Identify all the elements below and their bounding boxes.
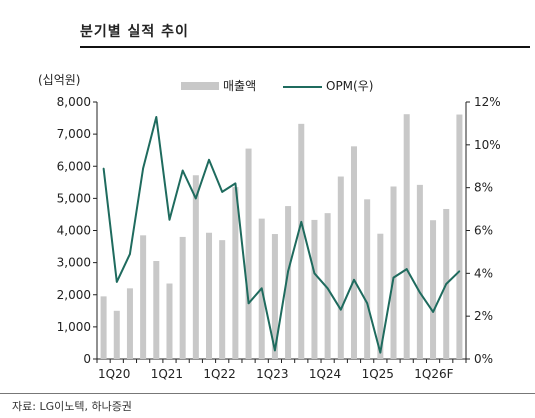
- bar: [271, 234, 278, 359]
- bar: [324, 213, 331, 359]
- left-axis-tick-label: 5,000: [57, 191, 91, 205]
- opm-point: [379, 351, 382, 354]
- x-axis-tick-label: 1Q22: [203, 367, 235, 381]
- right-axis-tick-label: 0%: [474, 352, 493, 366]
- right-axis-tick-label: 8%: [474, 181, 493, 195]
- opm-point: [234, 182, 237, 185]
- right-axis-tick-label: 4%: [474, 266, 493, 280]
- legend-bar-label: 매출액: [223, 79, 256, 93]
- opm-point: [208, 159, 210, 161]
- left-axis-tick-label: 2,000: [57, 288, 91, 302]
- opm-point: [392, 276, 395, 279]
- opm-point: [405, 268, 408, 270]
- left-axis-tick-label: 4,000: [57, 224, 91, 238]
- left-axis-tick-label: 0: [83, 352, 91, 366]
- source-note: 자료: LG이노텍, 하나증권: [12, 400, 132, 413]
- opm-point: [195, 197, 197, 200]
- left-axis-tick-label: 8,000: [57, 95, 91, 109]
- opm-point: [340, 308, 342, 311]
- opm-point: [168, 218, 171, 221]
- opm-point: [155, 116, 158, 118]
- bar: [350, 146, 357, 359]
- opm-point: [115, 281, 118, 283]
- bar: [364, 199, 371, 359]
- opm-point: [313, 272, 316, 275]
- bar: [298, 123, 305, 359]
- opm-point: [353, 278, 355, 281]
- opm-point: [326, 287, 329, 290]
- opm-point: [445, 283, 448, 285]
- bar: [206, 232, 213, 359]
- legend-bar-swatch: [181, 82, 219, 90]
- line-series: [102, 116, 461, 354]
- bar: [285, 206, 292, 359]
- chart-title: 분기별 실적 추이: [80, 24, 189, 40]
- bar: [219, 240, 226, 359]
- bar: [456, 114, 463, 359]
- right-axis-tick-label: 2%: [474, 309, 493, 323]
- x-axis-tick-label: 1Q20: [98, 367, 130, 381]
- bar-series: [100, 114, 463, 360]
- title-underline: [80, 46, 530, 48]
- opm-point: [181, 169, 184, 172]
- opm-point: [260, 287, 263, 290]
- x-axis-tick-label: 1Q21: [151, 367, 183, 381]
- bar: [100, 296, 107, 359]
- opm-point: [221, 191, 223, 193]
- left-axis-tick-label: 1,000: [57, 320, 91, 334]
- bar: [153, 261, 160, 359]
- x-axis-tick-label: 1Q24: [309, 367, 341, 381]
- right-axis-tick-label: 12%: [474, 95, 501, 109]
- opm-line: [102, 116, 461, 354]
- bar: [311, 219, 318, 359]
- opm-point: [432, 311, 434, 313]
- legend: 매출액 OPM(우): [181, 79, 373, 93]
- bar: [245, 148, 252, 359]
- opm-point: [287, 270, 289, 272]
- opm-point: [419, 291, 421, 294]
- left-axis-tick-label: 7,000: [57, 127, 91, 141]
- right-axis-tick-label: 6%: [474, 224, 493, 238]
- bar: [192, 175, 199, 359]
- opm-point: [142, 167, 144, 170]
- opm-point: [366, 302, 368, 305]
- right-axis-tick-label: 10%: [474, 138, 501, 152]
- opm-point: [458, 270, 461, 272]
- opm-point: [129, 253, 131, 255]
- opm-point: [102, 167, 105, 170]
- opm-point: [300, 221, 303, 223]
- left-axis-unit-label: (십억원): [38, 73, 80, 87]
- source-divider: [0, 393, 535, 394]
- bar: [390, 186, 397, 359]
- bar: [140, 235, 147, 359]
- opm-point: [274, 349, 276, 352]
- bar: [430, 220, 437, 359]
- bar: [113, 310, 120, 359]
- bar: [377, 233, 384, 359]
- opm-point: [247, 302, 250, 305]
- bar: [126, 288, 133, 359]
- bar: [179, 236, 186, 359]
- bar: [166, 283, 173, 359]
- bar: [403, 114, 410, 360]
- bar: [232, 187, 239, 359]
- left-axis-tick-label: 3,000: [57, 256, 91, 270]
- legend-line-label: OPM(우): [326, 79, 373, 93]
- x-axis-tick-label: 1Q23: [256, 367, 288, 381]
- bar: [416, 184, 423, 359]
- x-axis-tick-label: 1Q26F: [414, 367, 453, 381]
- left-axis-tick-label: 6,000: [57, 159, 91, 173]
- x-axis-tick-label: 1Q25: [362, 367, 394, 381]
- bar: [337, 176, 344, 359]
